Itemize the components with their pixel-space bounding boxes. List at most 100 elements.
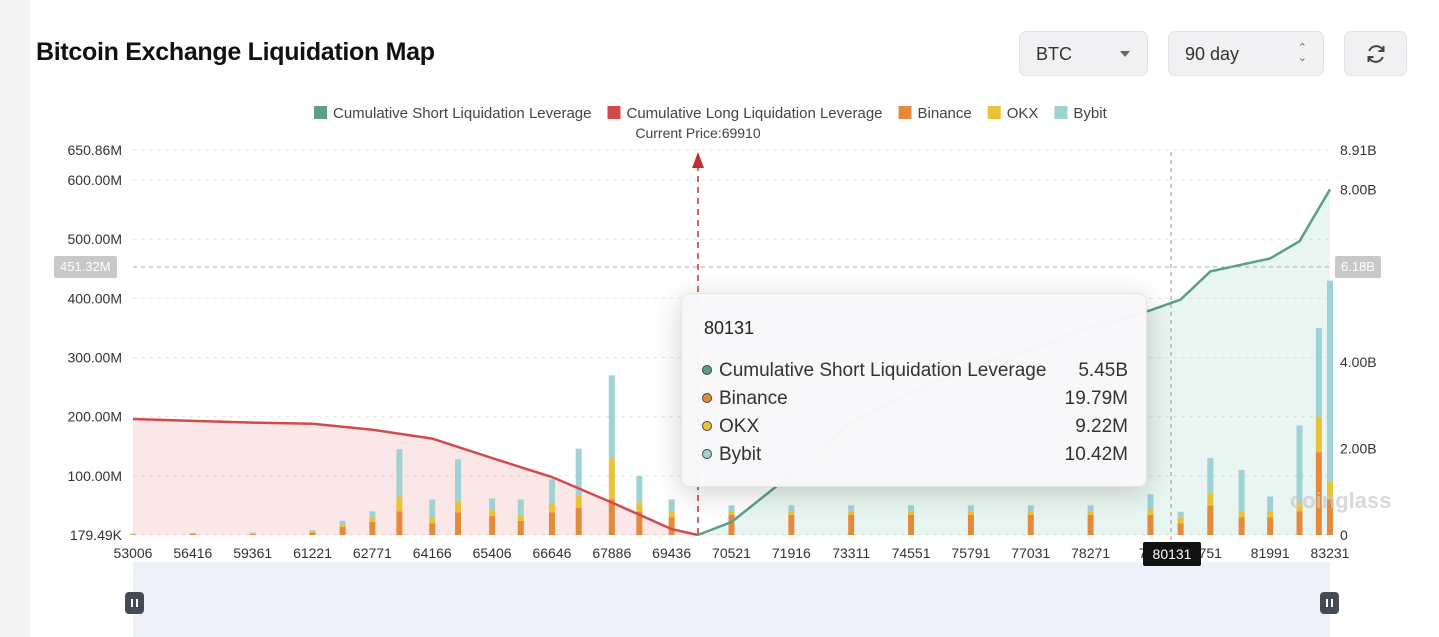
bar-okx[interactable] — [249, 533, 256, 534]
bar-binance[interactable] — [908, 514, 915, 535]
range-select[interactable]: 90 day ⌃ ⌄ — [1168, 31, 1324, 76]
bar-okx[interactable] — [1087, 511, 1094, 515]
bar-binance[interactable] — [489, 516, 496, 535]
bar-bybit[interactable] — [548, 479, 555, 504]
bar-okx[interactable] — [848, 511, 855, 515]
bar-okx[interactable] — [1315, 416, 1322, 453]
bar-okx[interactable] — [396, 496, 403, 512]
bar-binance[interactable] — [575, 507, 582, 535]
bar-bybit[interactable] — [339, 520, 346, 525]
legend-item[interactable]: Cumulative Long Liquidation Leverage — [607, 105, 883, 122]
bar-okx[interactable] — [517, 514, 524, 521]
bar-binance[interactable] — [1267, 517, 1274, 535]
bar-okx[interactable] — [1267, 511, 1274, 518]
range-handle-right[interactable] — [1320, 592, 1339, 614]
bar-bybit[interactable] — [189, 532, 196, 534]
bar-bybit[interactable] — [1315, 327, 1322, 417]
bar-bybit[interactable] — [668, 499, 675, 512]
bar-binance[interactable] — [369, 521, 376, 535]
bar-binance[interactable] — [1087, 514, 1094, 535]
bar-binance[interactable] — [517, 520, 524, 535]
bar-okx[interactable] — [339, 524, 346, 527]
bar-binance[interactable] — [396, 511, 403, 535]
bar-bybit[interactable] — [429, 499, 436, 518]
bar-bybit[interactable] — [1327, 280, 1333, 482]
bar-okx[interactable] — [455, 500, 462, 513]
bar-binance[interactable] — [249, 533, 256, 535]
range-handle-left[interactable] — [125, 592, 144, 614]
bar-binance[interactable] — [548, 512, 555, 535]
bar-binance[interactable] — [668, 517, 675, 535]
bar-bybit[interactable] — [249, 532, 256, 534]
bar-binance[interactable] — [728, 514, 735, 535]
bar-bybit[interactable] — [636, 475, 643, 503]
bar-bybit[interactable] — [130, 533, 136, 535]
range-slider-track[interactable] — [133, 562, 1330, 637]
bar-okx[interactable] — [130, 534, 136, 535]
bar-bybit[interactable] — [575, 448, 582, 496]
bar-bybit[interactable] — [1267, 496, 1274, 512]
bar-okx[interactable] — [1027, 511, 1034, 515]
bar-bybit[interactable] — [1147, 494, 1154, 509]
bar-binance[interactable] — [130, 534, 136, 535]
bar-okx[interactable] — [608, 458, 615, 500]
bar-binance[interactable] — [788, 514, 795, 535]
bar-okx[interactable] — [429, 517, 436, 524]
bar-okx[interactable] — [788, 511, 795, 515]
bar-binance[interactable] — [309, 532, 316, 535]
legend-item[interactable]: OKX — [987, 105, 1039, 122]
bar-bybit[interactable] — [788, 505, 795, 512]
bar-binance[interactable] — [1315, 452, 1322, 535]
bar-okx[interactable] — [967, 511, 974, 515]
bar-bybit[interactable] — [517, 499, 524, 515]
bar-bybit[interactable] — [369, 511, 376, 518]
refresh-button[interactable] — [1344, 31, 1407, 76]
bar-bybit[interactable] — [908, 505, 915, 512]
bar-bybit[interactable] — [1238, 469, 1245, 512]
bar-bybit[interactable] — [608, 375, 615, 459]
chart-legend[interactable]: Cumulative Short Liquidation Leverage Cum… — [314, 105, 1108, 122]
legend-item[interactable]: Bybit — [1054, 105, 1108, 122]
bar-binance[interactable] — [429, 523, 436, 535]
bar-okx[interactable] — [908, 511, 915, 515]
bar-okx[interactable] — [548, 503, 555, 513]
bar-okx[interactable] — [1147, 508, 1154, 515]
bar-okx[interactable] — [309, 531, 316, 533]
bar-binance[interactable] — [1147, 514, 1154, 535]
bar-okx[interactable] — [1177, 517, 1184, 524]
bar-binance[interactable] — [1027, 514, 1034, 535]
bar-okx[interactable] — [575, 495, 582, 508]
bar-bybit[interactable] — [848, 505, 855, 512]
bar-okx[interactable] — [636, 502, 643, 512]
bar-binance[interactable] — [1238, 517, 1245, 535]
bar-bybit[interactable] — [1027, 505, 1034, 512]
bar-bybit[interactable] — [489, 498, 496, 511]
bar-binance[interactable] — [1177, 523, 1184, 535]
bar-okx[interactable] — [369, 517, 376, 522]
bar-okx[interactable] — [728, 511, 735, 515]
bar-okx[interactable] — [1238, 511, 1245, 518]
bar-binance[interactable] — [1327, 499, 1333, 535]
bar-binance[interactable] — [455, 512, 462, 535]
bar-binance[interactable] — [1296, 511, 1303, 535]
bar-bybit[interactable] — [967, 505, 974, 512]
bar-bybit[interactable] — [1296, 425, 1303, 503]
bar-bybit[interactable] — [455, 459, 462, 501]
legend-item[interactable]: Binance — [898, 105, 972, 122]
bar-okx[interactable] — [1327, 481, 1333, 500]
bar-binance[interactable] — [608, 499, 615, 535]
bar-binance[interactable] — [339, 526, 346, 535]
bar-okx[interactable] — [1207, 493, 1214, 506]
bar-bybit[interactable] — [728, 505, 735, 512]
bar-okx[interactable] — [668, 511, 675, 518]
legend-item[interactable]: Cumulative Short Liquidation Leverage — [314, 105, 592, 122]
bar-binance[interactable] — [1207, 505, 1214, 535]
bar-binance[interactable] — [967, 514, 974, 535]
bar-bybit[interactable] — [396, 449, 403, 497]
bar-bybit[interactable] — [1177, 511, 1184, 518]
bar-bybit[interactable] — [309, 530, 316, 532]
bar-okx[interactable] — [1296, 502, 1303, 512]
bar-okx[interactable] — [189, 533, 196, 535]
bar-bybit[interactable] — [1087, 505, 1094, 512]
bar-okx[interactable] — [489, 510, 496, 517]
